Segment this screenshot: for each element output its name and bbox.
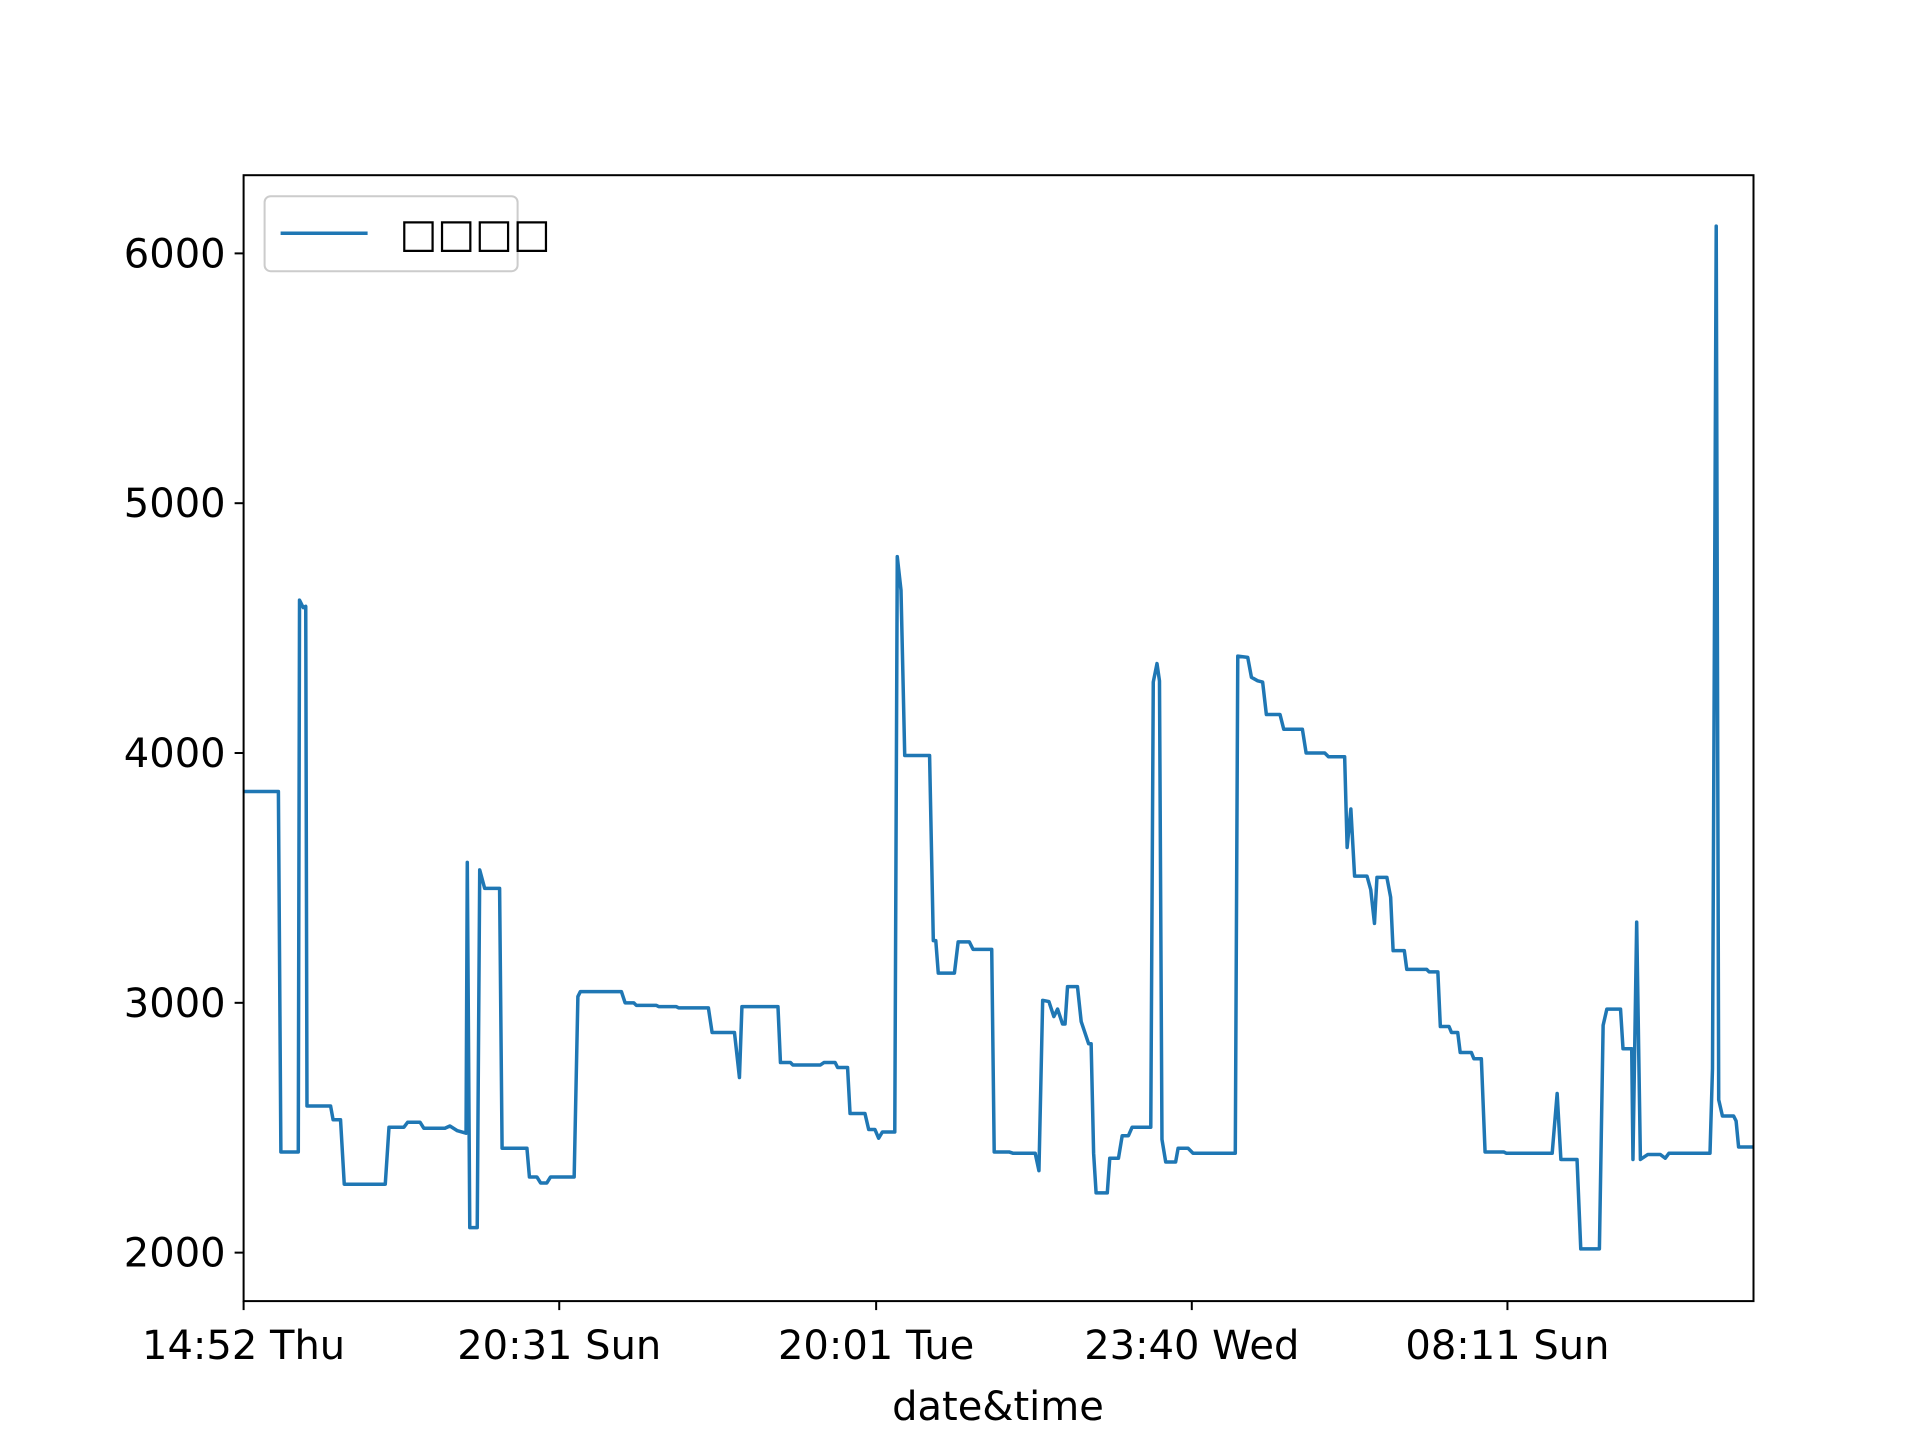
x-tick-label: 14:52 Thu [142,1323,345,1369]
x-tick-label: 08:11 Sun [1405,1323,1609,1369]
y-tick-label: 4000 [124,731,226,777]
x-tick-label: 23:40 Wed [1084,1323,1299,1369]
y-tick-label: 2000 [124,1231,226,1277]
y-tick-label: 6000 [124,231,226,277]
y-tick-label: 5000 [124,481,226,527]
x-tick-label: 20:01 Tue [778,1323,974,1369]
x-tick-label: 20:31 Sun [457,1323,661,1369]
legend-label: □□□□ [400,211,551,257]
x-axis-label: date&time [892,1384,1104,1430]
data-line [243,224,1754,1251]
legend-box [263,195,519,273]
y-tick-label: 3000 [124,981,226,1027]
plot-frame [242,174,1755,1303]
